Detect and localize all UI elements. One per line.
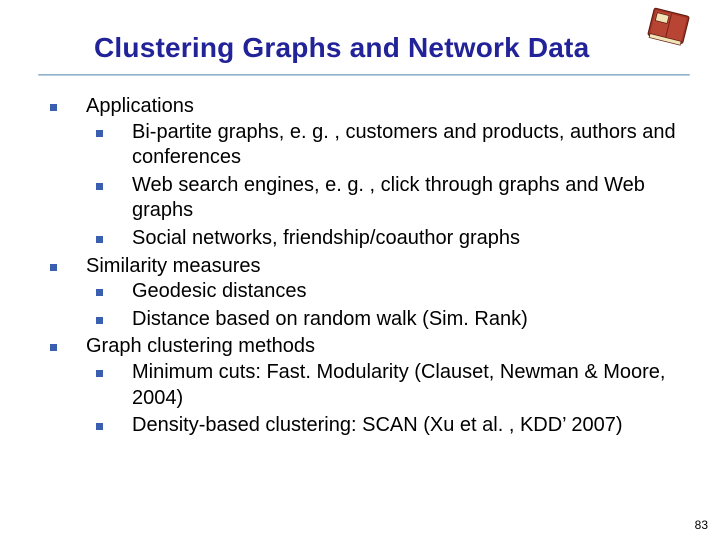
page-number: 83 (695, 518, 708, 532)
square-bullet-icon (96, 317, 103, 324)
square-bullet-icon (50, 104, 57, 111)
sub-list: Geodesic distances Distance based on ran… (86, 279, 690, 332)
list-item: Graph clustering methods Minimum cuts: F… (50, 334, 690, 438)
sub-list: Minimum cuts: Fast. Modularity (Clauset,… (86, 360, 690, 439)
bullet-list: Applications Bi-partite graphs, e. g. , … (50, 94, 690, 439)
list-item: Applications Bi-partite graphs, e. g. , … (50, 94, 690, 252)
sub-list-item-text: Geodesic distances (132, 280, 307, 302)
sub-list-item-text: Distance based on random walk (Sim. Rank… (132, 308, 528, 330)
sub-list-item: Minimum cuts: Fast. Modularity (Clauset,… (96, 360, 690, 411)
square-bullet-icon (96, 370, 103, 377)
list-item-text: Similarity measures (86, 255, 260, 277)
list-item-text: Applications (86, 95, 194, 117)
sub-list: Bi-partite graphs, e. g. , customers and… (86, 120, 690, 252)
sub-list-item-text: Minimum cuts: Fast. Modularity (Clauset,… (132, 361, 666, 409)
sub-list-item: Distance based on random walk (Sim. Rank… (96, 307, 690, 333)
slide-title: Clustering Graphs and Network Data (0, 0, 720, 64)
square-bullet-icon (96, 289, 103, 296)
sub-list-item-text: Density-based clustering: SCAN (Xu et al… (132, 414, 623, 436)
slide-body: Applications Bi-partite graphs, e. g. , … (0, 76, 720, 439)
slide: Clustering Graphs and Network Data Appli… (0, 0, 720, 540)
sub-list-item: Geodesic distances (96, 279, 690, 305)
sub-list-item: Social networks, friendship/coauthor gra… (96, 226, 690, 252)
list-item-text: Graph clustering methods (86, 335, 315, 357)
sub-list-item: Density-based clustering: SCAN (Xu et al… (96, 413, 690, 439)
square-bullet-icon (50, 344, 57, 351)
square-bullet-icon (96, 183, 103, 190)
square-bullet-icon (50, 264, 57, 271)
list-item: Similarity measures Geodesic distances D… (50, 254, 690, 333)
sub-list-item: Web search engines, e. g. , click throug… (96, 173, 690, 224)
sub-list-item: Bi-partite graphs, e. g. , customers and… (96, 120, 690, 171)
sub-list-item-text: Social networks, friendship/coauthor gra… (132, 227, 520, 249)
square-bullet-icon (96, 130, 103, 137)
book-icon (640, 4, 698, 57)
sub-list-item-text: Web search engines, e. g. , click throug… (132, 174, 645, 222)
square-bullet-icon (96, 423, 103, 430)
square-bullet-icon (96, 236, 103, 243)
sub-list-item-text: Bi-partite graphs, e. g. , customers and… (132, 121, 676, 169)
